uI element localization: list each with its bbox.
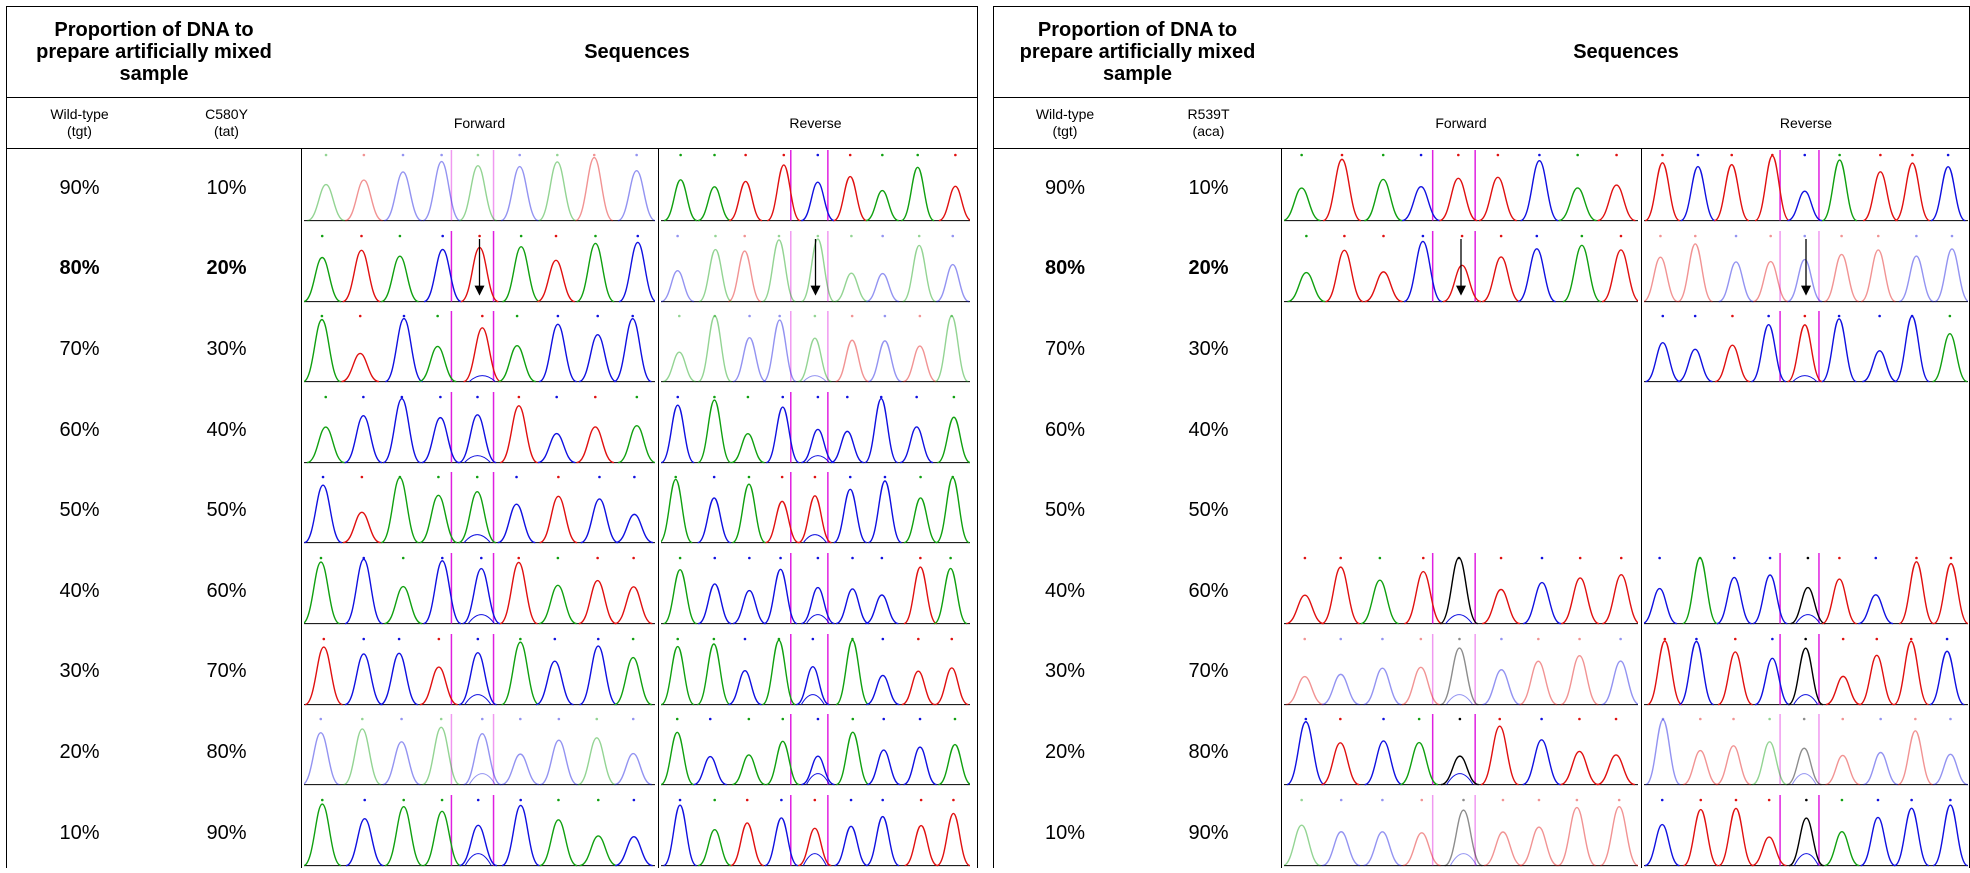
subheader: R539T(aca) (1136, 99, 1281, 147)
chromatogram (1644, 634, 1968, 711)
chromatogram (304, 634, 655, 711)
cell: 40% (7, 551, 152, 632)
subheader-codon: (tat) (214, 123, 239, 140)
cell: 10% (994, 793, 1136, 873)
chromatogram (661, 311, 970, 388)
subheader-name: C580Y (205, 106, 248, 123)
cell: 40% (1136, 390, 1281, 471)
cell: 30% (994, 632, 1136, 713)
chromatogram (304, 150, 655, 227)
subheader: Wild-type(tgt) (994, 99, 1136, 147)
column-rule (1641, 148, 1642, 868)
chromatogram (661, 472, 970, 549)
cell: 70% (7, 309, 152, 390)
cell: 80% (994, 229, 1136, 310)
table: Proportion of DNA to prepare artificiall… (6, 6, 978, 868)
subheader: Reverse (1641, 99, 1970, 147)
cell: 20% (152, 229, 301, 310)
cell: 70% (152, 632, 301, 713)
chromatogram (304, 714, 655, 791)
subheader-name: Wild-type (50, 106, 108, 123)
chromatogram (1284, 231, 1638, 308)
chromatogram (661, 634, 970, 711)
cell: 60% (994, 390, 1136, 471)
chromatogram (1644, 150, 1968, 227)
header-proportion: Proportion of DNA to prepare artificiall… (994, 7, 1281, 97)
subheader-name: R539T (1187, 106, 1229, 123)
subheader-name: Wild-type (1036, 106, 1094, 123)
cell: 80% (152, 712, 301, 793)
header-rule (994, 97, 1969, 98)
chromatogram (661, 150, 970, 227)
subheader: Forward (301, 99, 658, 147)
chromatogram (1284, 634, 1638, 711)
cell: 10% (152, 148, 301, 229)
cell: 20% (994, 712, 1136, 793)
chromatogram (661, 795, 970, 872)
chromatogram (304, 392, 655, 469)
cell: 50% (7, 470, 152, 551)
cell: 50% (1136, 470, 1281, 551)
chromatogram (1284, 714, 1638, 791)
header-sequences: Sequences (1281, 7, 1970, 97)
column-rule (301, 148, 302, 868)
header-proportion: Proportion of DNA to prepare artificiall… (7, 7, 301, 97)
subheader-codon: (aca) (1193, 123, 1225, 140)
cell: 10% (7, 793, 152, 873)
cell: 60% (1136, 551, 1281, 632)
cell: 70% (994, 309, 1136, 390)
chromatogram (661, 714, 970, 791)
chromatogram (661, 553, 970, 630)
chromatogram (304, 795, 655, 872)
cell: 70% (1136, 632, 1281, 713)
subheader: Reverse (658, 99, 973, 147)
cell: 30% (1136, 309, 1281, 390)
cell: 90% (1136, 793, 1281, 873)
chromatogram (304, 553, 655, 630)
cell: 90% (152, 793, 301, 873)
chromatogram (1284, 795, 1638, 872)
cell: 20% (1136, 229, 1281, 310)
subheader-codon: (tgt) (67, 123, 92, 140)
chromatogram (1644, 795, 1968, 872)
cell: 80% (1136, 712, 1281, 793)
chromatogram (1644, 311, 1968, 388)
chromatogram (1284, 553, 1638, 630)
cell: 80% (7, 229, 152, 310)
header-rule (7, 97, 977, 98)
cell: 40% (994, 551, 1136, 632)
chromatogram (304, 231, 655, 308)
cell: 90% (994, 148, 1136, 229)
subheader: Wild-type(tgt) (7, 99, 152, 147)
cell: 50% (994, 470, 1136, 551)
chromatogram (1644, 553, 1968, 630)
cell: 20% (7, 712, 152, 793)
column-rule (658, 148, 659, 868)
cell: 30% (152, 309, 301, 390)
cell: 10% (1136, 148, 1281, 229)
cell: 90% (7, 148, 152, 229)
chromatogram (661, 392, 970, 469)
chromatogram (661, 231, 970, 308)
header-sequences: Sequences (301, 7, 973, 97)
cell: 60% (152, 551, 301, 632)
chromatogram (304, 472, 655, 549)
subheader-codon: (tgt) (1053, 123, 1078, 140)
subheader: C580Y(tat) (152, 99, 301, 147)
page: Proportion of DNA to prepare artificiall… (0, 0, 1970, 868)
chromatogram (1644, 231, 1968, 308)
cell: 60% (7, 390, 152, 471)
cell: 50% (152, 470, 301, 551)
cell: 40% (152, 390, 301, 471)
chromatogram (304, 311, 655, 388)
cell: 30% (7, 632, 152, 713)
chromatogram (1644, 714, 1968, 791)
column-rule (1281, 148, 1282, 868)
chromatogram (1284, 150, 1638, 227)
subheader: Forward (1281, 99, 1641, 147)
table: Proportion of DNA to prepare artificiall… (993, 6, 1970, 868)
